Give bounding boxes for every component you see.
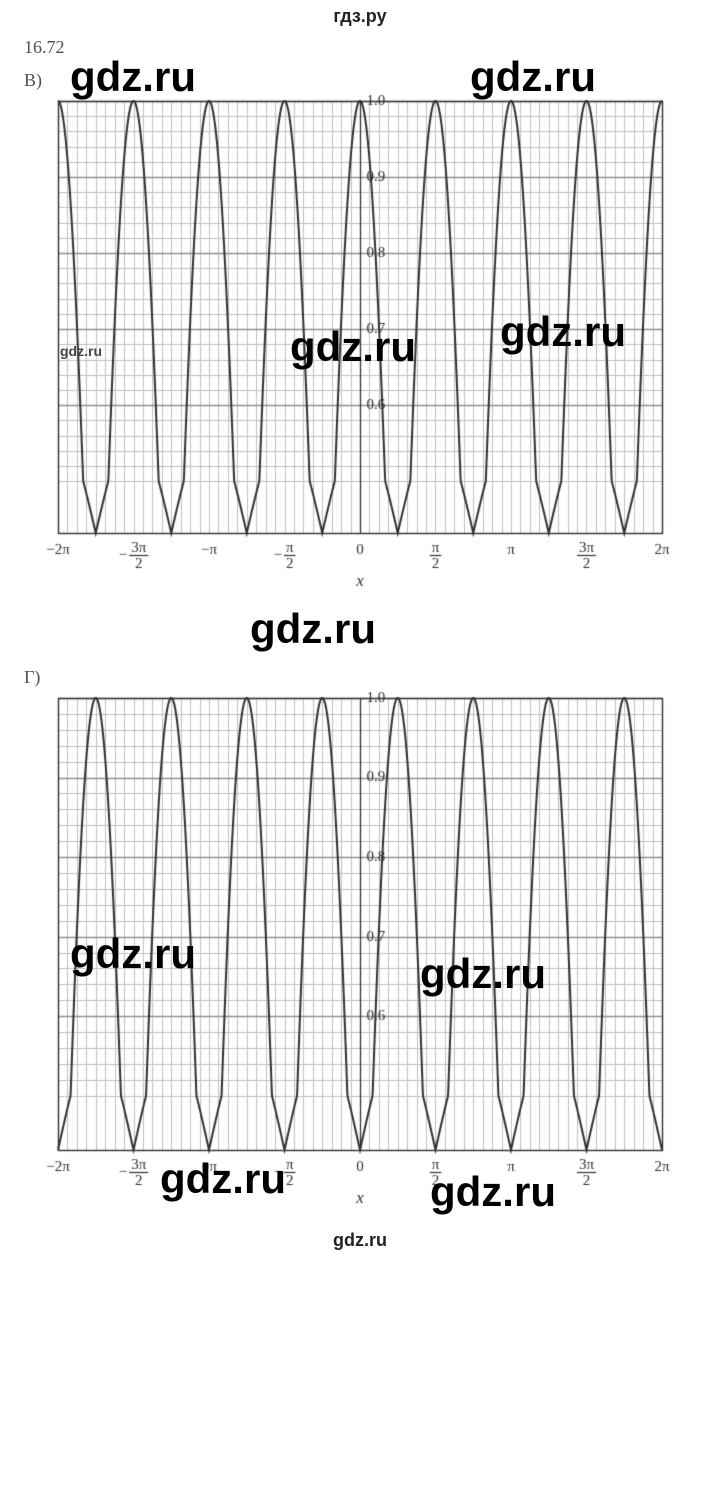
subproblem-label-v: В) xyxy=(24,70,720,91)
chart-g-container: gdz.rugdz.rugdz.rugdz.ru xyxy=(40,690,680,1210)
chart-g-canvas xyxy=(40,690,680,1210)
subproblem-label-g: Г) xyxy=(24,667,720,688)
chart-v-canvas xyxy=(40,93,680,593)
chart-v-container: gdz.rugdz.rugdz.rugdz.rugdz.ru xyxy=(40,93,680,593)
page-header-site: гдз.ру xyxy=(0,0,720,29)
page-footer-site: gdz.ru xyxy=(0,1222,720,1257)
problem-number: 16.72 xyxy=(24,37,720,58)
center-watermark-region: gdz.ru xyxy=(0,605,720,655)
page-root: гдз.ру 16.72 В) gdz.rugdz.rugdz.rugdz.ru… xyxy=(0,0,720,1257)
watermark: gdz.ru xyxy=(250,605,376,653)
